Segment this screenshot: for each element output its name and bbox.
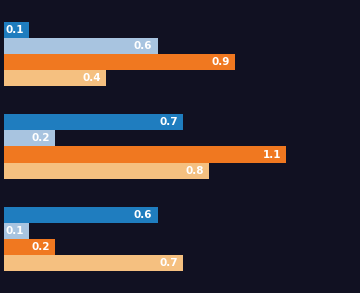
Text: 0.6: 0.6 — [134, 41, 153, 51]
Text: 0.6: 0.6 — [134, 210, 153, 220]
Bar — [4, 223, 29, 239]
Text: 0.1: 0.1 — [6, 226, 24, 236]
Text: 0.7: 0.7 — [159, 117, 178, 127]
Text: 0.8: 0.8 — [185, 166, 204, 176]
Bar — [4, 207, 158, 223]
Text: 0.2: 0.2 — [31, 242, 50, 252]
Text: 1.1: 1.1 — [262, 149, 281, 159]
Bar — [4, 239, 55, 255]
Text: 0.2: 0.2 — [31, 134, 50, 144]
Text: 0.9: 0.9 — [211, 57, 230, 67]
Bar — [4, 255, 183, 271]
Bar — [4, 38, 158, 54]
Text: 0.7: 0.7 — [159, 258, 178, 268]
Text: 0.1: 0.1 — [6, 25, 24, 35]
Bar — [4, 163, 209, 179]
Bar — [4, 54, 235, 70]
Bar — [4, 146, 286, 163]
Bar — [4, 114, 183, 130]
Text: 0.4: 0.4 — [82, 73, 101, 83]
Bar — [4, 22, 29, 38]
Bar — [4, 130, 55, 146]
Bar — [4, 70, 106, 86]
